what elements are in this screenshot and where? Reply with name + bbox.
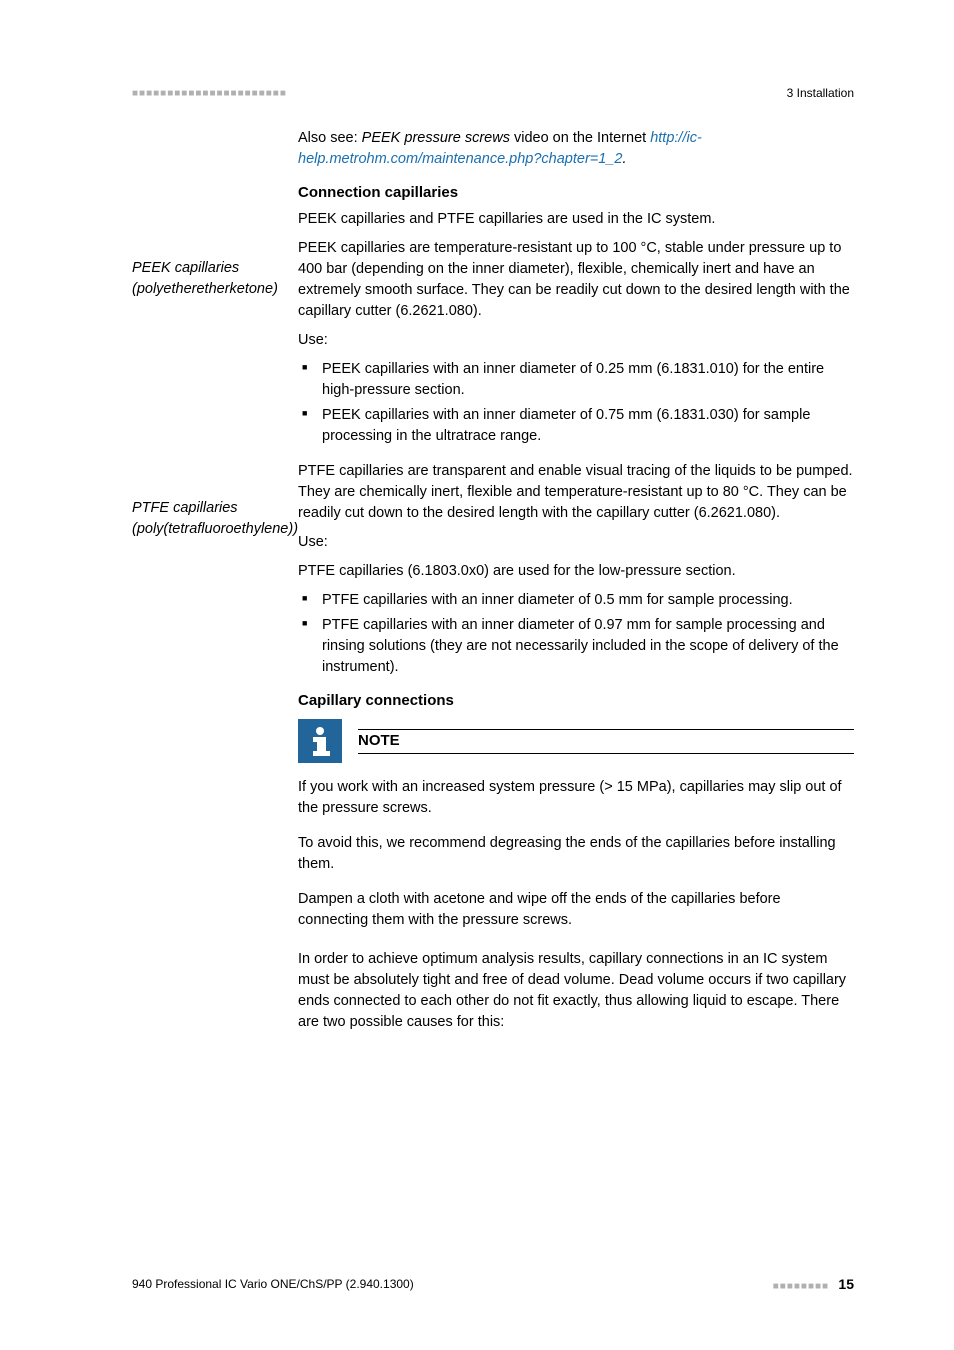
header-rule: ■■■■■■■■■■■■■■■■■■■■■■ 3 Installation	[132, 86, 854, 100]
ptfe-bullets: PTFE capillaries with an inner diameter …	[298, 590, 854, 678]
peek-bullets: PEEK capillaries with an inner diameter …	[298, 359, 854, 447]
ptfe-p2: PTFE capillaries (6.1803.0x0) are used f…	[298, 561, 854, 582]
footer-right: ■■■■■■■■ 15	[773, 1276, 854, 1292]
heading-connection-capillaries: Connection capillaries	[298, 184, 854, 201]
ptfe-use: Use:	[298, 532, 854, 553]
footer-page: 15	[838, 1276, 854, 1292]
after-note-p1: In order to achieve optimum analysis res…	[298, 949, 854, 1033]
footer: 940 Professional IC Vario ONE/ChS/PP (2.…	[132, 1276, 854, 1292]
footer-doc: 940 Professional IC Vario ONE/ChS/PP (2.…	[132, 1277, 414, 1291]
margin-note-peek: PEEK capillaries (polyetheretherketone)	[132, 258, 292, 300]
peek-bullet-2: PEEK capillaries with an inner diameter …	[298, 405, 854, 447]
peek-p1: PEEK capillaries are temperature-resista…	[298, 238, 854, 322]
note-p1: If you work with an increased system pre…	[298, 777, 854, 819]
margin-note-ptfe: PTFE capillaries (poly(tetrafluoroethyle…	[132, 498, 292, 540]
also-see-prefix: Also see:	[298, 130, 362, 146]
heading-capillary-connections: Capillary connections	[298, 692, 854, 709]
footer-dashes: ■■■■■■■■	[773, 1281, 829, 1292]
header-section: 3 Installation	[787, 86, 854, 100]
note-title-wrap: NOTE	[358, 729, 854, 754]
note-p3: Dampen a cloth with acetone and wipe off…	[298, 889, 854, 931]
ptfe-bullet-2: PTFE capillaries with an inner diameter …	[298, 615, 854, 678]
ptfe-p1: PTFE capillaries are transparent and ena…	[298, 461, 854, 524]
header-dashes: ■■■■■■■■■■■■■■■■■■■■■■	[132, 88, 287, 99]
note-p2: To avoid this, we recommend degreasing t…	[298, 833, 854, 875]
also-see-mid: video on the Internet	[510, 130, 650, 146]
info-icon	[298, 719, 342, 763]
conn-cap-p1: PEEK capillaries and PTFE capillaries ar…	[298, 209, 854, 230]
also-see-suffix: .	[622, 151, 626, 167]
ptfe-bullet-1: PTFE capillaries with an inner diameter …	[298, 590, 854, 611]
also-see-line: Also see: PEEK pressure screws video on …	[298, 128, 854, 170]
peek-bullet-1: PEEK capillaries with an inner diameter …	[298, 359, 854, 401]
note-body: If you work with an increased system pre…	[298, 777, 854, 931]
peek-use: Use:	[298, 330, 854, 351]
also-see-em: PEEK pressure screws	[362, 130, 510, 146]
note-block: NOTE If you work with an increased syste…	[298, 719, 854, 931]
note-title: NOTE	[358, 730, 854, 753]
note-header: NOTE	[298, 719, 854, 763]
note-rule-bottom	[358, 753, 854, 754]
